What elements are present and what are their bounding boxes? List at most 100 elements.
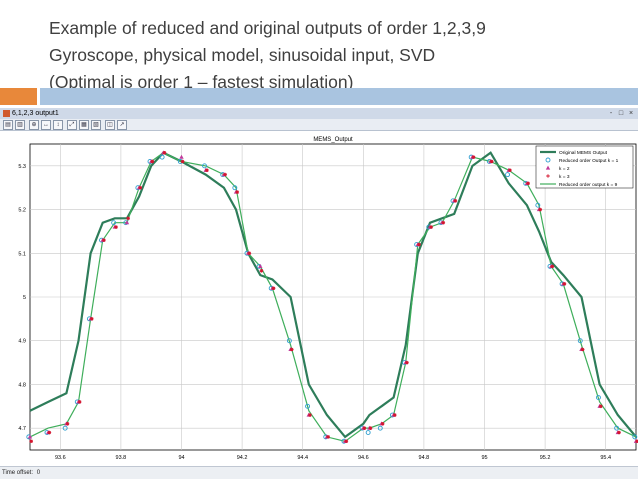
y-tick-label: 5 [23, 295, 26, 301]
marker-k3 [205, 168, 209, 173]
slide-title: Example of reduced and original outputs … [49, 15, 486, 96]
marker-k3 [162, 150, 167, 155]
y-tick-label: 4.8 [18, 382, 26, 388]
restore-axes-icon[interactable]: ▧ [91, 120, 101, 130]
minimize-button[interactable]: - [609, 110, 613, 117]
accent-bar-blue [40, 88, 638, 105]
legend: Original MEMS Output Reduced order Output… [535, 145, 634, 189]
floating-scope-icon[interactable]: ◫ [105, 120, 115, 130]
plot-panel: MEMS_Output 93.6 93.8 94 94.2 94.4 94.6 94.8 95… [0, 131, 638, 466]
y-tick-label: 5.1 [18, 251, 26, 257]
marker-k1 [286, 338, 292, 344]
marker-k3 [617, 430, 621, 435]
maximize-button[interactable]: □ [618, 110, 624, 117]
marker-k3 [405, 360, 409, 365]
x-tick-label: 94.6 [358, 455, 369, 461]
marker-k1 [202, 163, 207, 169]
marker-k1 [632, 434, 638, 440]
mems-output-chart[interactable]: MEMS_Output 93.6 93.8 94 94.2 94.4 94.6 94.8 95… [0, 131, 638, 466]
marker-k3 [308, 413, 312, 417]
marker-k3 [29, 439, 33, 444]
legend-label-k3: k = 3 [559, 174, 570, 180]
legend-label-k2: k = 2 [559, 166, 570, 172]
zoom-x-icon[interactable]: ↔ [41, 120, 51, 130]
print-icon[interactable]: ▤ [3, 120, 13, 130]
parameters-icon[interactable]: ▥ [15, 120, 25, 130]
legend-label-original: Original MEMS Output [559, 150, 608, 156]
marker-k3 [77, 400, 82, 404]
x-tick-label: 95.4 [600, 455, 611, 461]
marker-k1 [365, 430, 371, 435]
series-markers-k3 [29, 150, 638, 444]
x-tick-label: 95 [481, 455, 487, 461]
autoscale-icon[interactable]: ⤢ [67, 120, 77, 130]
marker-k3 [65, 421, 70, 426]
marker-k3 [453, 199, 458, 203]
marker-k1 [614, 425, 620, 431]
marker-k1 [595, 395, 601, 400]
marker-k3 [580, 347, 585, 352]
marker-k3 [508, 168, 512, 173]
marker-k1 [305, 403, 311, 409]
y-tick-label: 4.7 [18, 426, 26, 432]
marker-k3 [368, 426, 373, 430]
legend-label-k1: Reduced order Output k = 1 [559, 158, 619, 164]
series-layer [26, 150, 638, 444]
marker-k3 [247, 251, 252, 256]
marker-k1 [62, 425, 68, 431]
marker-k3 [526, 181, 530, 186]
marker-k1 [377, 425, 383, 431]
legend-swatch-k1 [545, 157, 551, 163]
marker-k3 [344, 439, 349, 444]
zoom-in-icon[interactable]: ⊕ [29, 120, 39, 130]
marker-k1 [535, 202, 541, 208]
marker-k3 [126, 216, 130, 221]
x-tick-label: 94.4 [297, 455, 308, 461]
marker-k3 [271, 286, 276, 291]
grid [30, 144, 636, 450]
close-button[interactable]: × [628, 110, 634, 117]
window-titlebar: 6,1,2,3 output1 - □ × [0, 108, 638, 119]
marker-k3 [393, 413, 397, 417]
marker-k3 [380, 421, 385, 426]
marker-k3 [138, 185, 143, 190]
status-bar: Time offset: 0 [0, 466, 638, 479]
signal-select-icon[interactable]: ↗ [117, 120, 127, 130]
marker-k3 [635, 439, 638, 444]
marker-k3 [441, 220, 446, 225]
window-title: 6,1,2,3 output1 [12, 110, 59, 117]
scope-app-icon [3, 110, 10, 117]
x-tick-label: 93.8 [116, 455, 127, 461]
y-tick-label: 4.9 [18, 339, 26, 345]
marker-k1 [159, 154, 165, 160]
marker-k3 [326, 435, 330, 439]
legend-label-k9: Reduced order output k = 9 [559, 182, 618, 188]
series-line-k9 [29, 152, 637, 442]
save-axes-icon[interactable]: ▦ [79, 120, 89, 130]
marker-k3 [150, 159, 155, 164]
marker-k3 [114, 225, 118, 229]
marker-k3 [489, 159, 494, 164]
marker-k3 [429, 225, 433, 229]
marker-k2 [124, 220, 130, 225]
marker-k3 [562, 282, 567, 286]
marker-k3 [180, 159, 185, 164]
x-tick-label: 94 [178, 455, 184, 461]
x-tick-label: 94.2 [237, 455, 248, 461]
marker-k3 [538, 207, 543, 212]
legend-swatch-k3 [546, 174, 550, 178]
x-tick-label: 95.2 [540, 455, 551, 461]
marker-k3 [550, 264, 555, 269]
marker-k3 [289, 347, 294, 352]
tick-labels: 93.6 93.8 94 94.2 94.4 94.6 94.8 95 95.2 95.4 4.7 4… [18, 164, 611, 461]
marker-k3 [102, 238, 106, 242]
marker-k2 [179, 154, 184, 159]
marker-k3 [259, 268, 264, 273]
slide-title-line-1: Example of reduced and original outputs … [49, 18, 486, 38]
zoom-y-icon[interactable]: ↕ [53, 120, 63, 130]
scope-toolbar: ▤ ▥ ⊕ ↔ ↕ ⤢ ▦ ▧ ◫ ↗ [0, 119, 638, 131]
slide-title-line-3: (Optimal is order 1 – fastest simulation… [49, 72, 354, 92]
marker-k3 [362, 426, 367, 430]
chart-title: MEMS_Output [313, 137, 353, 143]
time-offset-label: Time offset: [2, 470, 34, 476]
